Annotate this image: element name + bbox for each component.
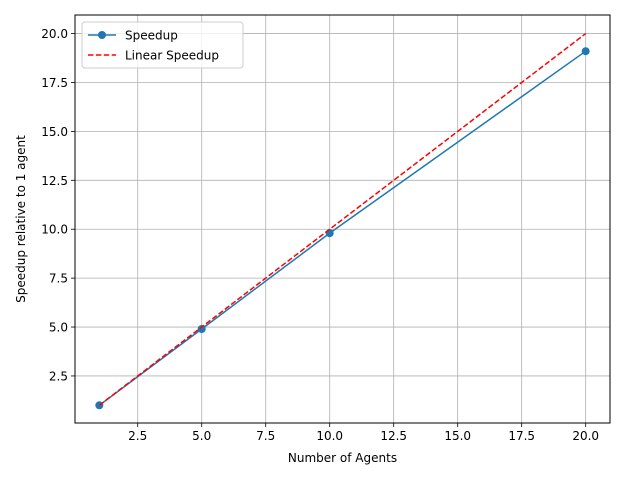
x-tick-label: 17.5 xyxy=(508,429,535,443)
plot-frame xyxy=(74,14,611,424)
x-tick-label: 5.0 xyxy=(192,429,211,443)
grid xyxy=(75,15,610,423)
y-tick-label: 20.0 xyxy=(41,27,68,41)
legend-label: Speedup xyxy=(125,29,178,43)
x-tick-label: 20.0 xyxy=(572,429,599,443)
x-axis-ticks: 2.5 5.0 7.5 10.0 12.5 15.0 17.5 20.0 xyxy=(128,423,599,443)
x-axis-label: Number of Agents xyxy=(288,451,397,465)
x-tick-label: 7.5 xyxy=(256,429,275,443)
legend: Speedup Linear Speedup xyxy=(81,21,244,69)
x-tick-label: 2.5 xyxy=(128,429,147,443)
y-tick-label: 10.0 xyxy=(41,223,68,237)
speedup-point xyxy=(581,47,590,56)
x-tick-label: 15.0 xyxy=(444,429,471,443)
y-tick-label: 17.5 xyxy=(41,76,68,90)
series-layer xyxy=(95,32,590,410)
speedup-point xyxy=(325,229,334,238)
y-axis-ticks: 2.5 5.0 7.5 10.0 12.5 15.0 17.5 20.0 xyxy=(41,27,75,383)
speedup-point xyxy=(197,324,206,333)
series-line-linear-speedup xyxy=(98,32,587,406)
y-tick-label: 2.5 xyxy=(49,369,68,383)
legend-marker xyxy=(98,31,106,39)
y-tick-label: 7.5 xyxy=(49,272,68,286)
x-tick-label: 10.0 xyxy=(316,429,343,443)
x-tick-label: 12.5 xyxy=(380,429,407,443)
legend-label: Linear Speedup xyxy=(125,49,219,63)
y-axis-label: Speedup relative to 1 agent xyxy=(14,135,28,303)
y-tick-label: 5.0 xyxy=(49,321,68,335)
series-line-speedup xyxy=(98,50,587,406)
y-tick-label: 12.5 xyxy=(41,174,68,188)
y-tick-label: 15.0 xyxy=(41,125,68,139)
legend-box xyxy=(81,21,244,69)
